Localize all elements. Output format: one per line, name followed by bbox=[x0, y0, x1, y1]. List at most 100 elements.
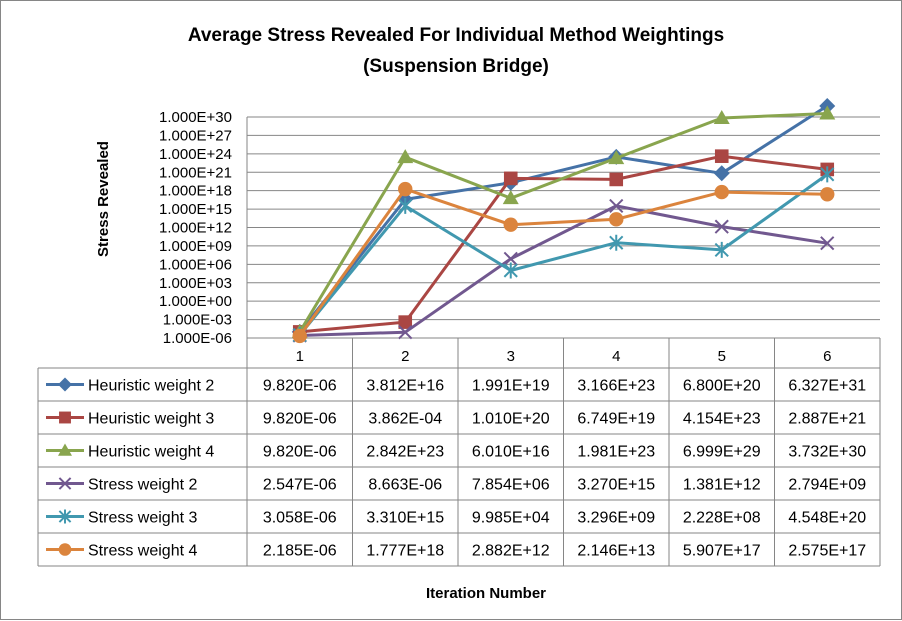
x-tick-label: 2 bbox=[401, 348, 409, 365]
legend-label: Heuristic weight 4 bbox=[88, 444, 214, 461]
series-marker bbox=[398, 197, 413, 214]
legend-label: Heuristic weight 2 bbox=[88, 378, 214, 395]
data-label: 9.820E-06 bbox=[263, 378, 337, 395]
data-label: 1.991E+19 bbox=[472, 378, 550, 395]
data-label: 2.185E-06 bbox=[263, 543, 337, 560]
series-marker bbox=[58, 443, 72, 456]
data-label: 9.820E-06 bbox=[263, 411, 337, 428]
legend-label: Heuristic weight 3 bbox=[88, 411, 214, 428]
data-label: 2.887E+21 bbox=[788, 411, 866, 428]
series-1 bbox=[291, 98, 836, 340]
data-label: 6.749E+19 bbox=[577, 411, 655, 428]
series-marker bbox=[714, 241, 729, 258]
y-tick-label: 1.000E+03 bbox=[159, 275, 232, 292]
series-line bbox=[299, 154, 828, 334]
data-label: 4.548E+20 bbox=[788, 510, 866, 527]
data-label: 6.800E+20 bbox=[683, 378, 761, 395]
series-6 bbox=[292, 181, 835, 344]
data-label: 2.146E+13 bbox=[577, 543, 655, 560]
series-marker bbox=[502, 190, 519, 205]
series-line bbox=[299, 204, 828, 337]
series-marker bbox=[820, 166, 835, 183]
x-tick-label: 3 bbox=[507, 348, 515, 365]
series-marker bbox=[714, 149, 729, 163]
chart-title: Average Stress Revealed For Individual M… bbox=[188, 25, 724, 46]
y-tick-label: 1.000E+21 bbox=[159, 164, 232, 181]
series-line bbox=[298, 173, 829, 336]
series-marker bbox=[714, 184, 729, 200]
series-marker bbox=[398, 315, 413, 329]
y-tick-label: 1.000E+30 bbox=[159, 109, 232, 126]
series-marker bbox=[58, 509, 72, 524]
chart-subtitle: (Suspension Bridge) bbox=[363, 56, 549, 77]
y-tick-label: 1.000E+15 bbox=[159, 201, 232, 218]
data-label: 3.812E+16 bbox=[366, 378, 444, 395]
series-marker bbox=[398, 325, 413, 340]
data-table: 1 2 3 4 5 6 Heuristic weight 2 9.820E-06 3.812E+… bbox=[37, 337, 881, 567]
series-marker bbox=[819, 105, 836, 120]
series-line bbox=[298, 112, 828, 333]
data-label: 9.820E-06 bbox=[263, 444, 337, 461]
y-axis-title: Stress Revealed bbox=[95, 141, 112, 257]
data-label: 5.907E+17 bbox=[683, 543, 761, 560]
y-tick-label: 1.000E-03 bbox=[163, 312, 232, 329]
series-marker bbox=[503, 217, 518, 232]
data-label: 1.981E+23 bbox=[577, 444, 655, 461]
series-marker bbox=[292, 328, 307, 344]
gridlines bbox=[246, 116, 880, 339]
data-label: 6.327E+31 bbox=[788, 378, 866, 395]
series-marker bbox=[609, 212, 624, 227]
legend-label: Stress weight 3 bbox=[88, 510, 197, 527]
data-label: 3.270E+15 bbox=[577, 477, 655, 494]
legend-label: Stress weight 2 bbox=[88, 477, 197, 494]
data-label: 7.854E+06 bbox=[472, 477, 550, 494]
data-label: 3.166E+23 bbox=[577, 378, 655, 395]
data-label: 3.296E+09 bbox=[577, 510, 655, 527]
data-label: 2.575E+17 bbox=[788, 543, 866, 560]
series-marker bbox=[503, 262, 518, 279]
series-marker bbox=[503, 251, 518, 266]
series-marker bbox=[397, 149, 414, 164]
legend-key bbox=[46, 543, 84, 556]
x-tick-label: 4 bbox=[612, 348, 620, 365]
series-marker bbox=[820, 187, 835, 202]
legend-key bbox=[46, 477, 84, 490]
data-label: 3.862E-04 bbox=[368, 411, 442, 428]
data-label: 3.310E+15 bbox=[366, 510, 444, 527]
data-label: 2.794E+09 bbox=[788, 477, 866, 494]
data-label: 2.228E+08 bbox=[683, 510, 761, 527]
y-tick-label: 1.000E+06 bbox=[159, 256, 232, 273]
series-marker bbox=[609, 234, 624, 251]
series-line bbox=[298, 104, 829, 333]
data-label: 3.732E+30 bbox=[788, 444, 866, 461]
legend-key bbox=[46, 377, 84, 392]
y-tick-label: 1.000E+09 bbox=[159, 238, 232, 255]
data-label: 1.777E+18 bbox=[366, 543, 444, 560]
series-marker bbox=[609, 198, 624, 214]
series-marker bbox=[58, 377, 72, 392]
data-label: 1.381E+12 bbox=[683, 477, 761, 494]
series-marker bbox=[398, 181, 413, 197]
series-marker bbox=[503, 171, 518, 186]
data-label: 8.663E-06 bbox=[368, 477, 442, 494]
legend-label: Stress weight 4 bbox=[88, 543, 197, 560]
series-marker bbox=[608, 150, 625, 165]
series-marker bbox=[820, 236, 835, 251]
legend-key bbox=[46, 411, 84, 424]
series-marker bbox=[714, 219, 729, 234]
series-marker bbox=[58, 477, 72, 490]
data-label: 2.842E+23 bbox=[366, 444, 444, 461]
x-tick-label: 5 bbox=[718, 348, 726, 365]
series-marker bbox=[58, 543, 72, 556]
data-label: 9.985E+04 bbox=[472, 510, 550, 527]
data-label: 6.010E+16 bbox=[472, 444, 550, 461]
series-lines bbox=[291, 98, 836, 344]
y-tick-label: 1.000E+00 bbox=[159, 293, 232, 310]
y-tick-label: 1.000E+27 bbox=[159, 127, 232, 144]
y-tick-label: 1.000E+18 bbox=[159, 183, 232, 200]
legend-key bbox=[46, 509, 84, 524]
series-marker bbox=[59, 411, 71, 424]
series-marker bbox=[713, 165, 730, 182]
